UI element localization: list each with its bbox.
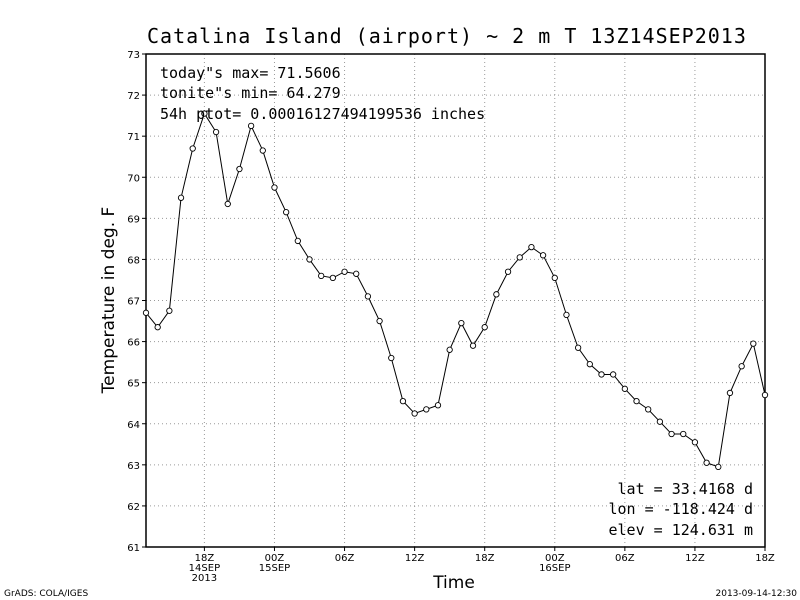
data-point [528, 243, 535, 251]
x-tick-label: 06Z [615, 553, 635, 564]
y-axis-ticks: 61 62 63 64 65 66 67 68 69 70 71 72 73 [127, 50, 146, 554]
annotation-elev: elev = 124.631 m [609, 521, 754, 539]
x-tick-label: 06Z [335, 553, 355, 564]
data-point [294, 237, 301, 245]
data-point [224, 200, 231, 208]
data-point [481, 324, 488, 331]
data-point [493, 291, 500, 298]
y-tick-label: 62 [127, 502, 140, 513]
x-tick-label: 15SEP [259, 563, 290, 574]
annotation-lon: lon = -118.424 d [609, 500, 754, 518]
data-point [177, 194, 185, 201]
x-tick-label: 18Z [195, 553, 215, 564]
data-point [423, 406, 430, 413]
y-tick-label: 63 [127, 461, 140, 472]
chart-title: Catalina Island (airport) ~ 2 m T 13Z14S… [147, 24, 747, 48]
x-tick-label: 18Z [755, 553, 775, 564]
data-point [434, 402, 442, 409]
data-point [259, 147, 266, 154]
y-tick-label: 71 [127, 132, 140, 143]
data-point [329, 274, 337, 282]
data-point [399, 398, 407, 405]
data-point [633, 398, 640, 405]
footer-left: GrADS: COLA/IGES [4, 589, 88, 599]
data-point [504, 268, 512, 275]
data-point [212, 128, 220, 136]
y-tick-label: 67 [127, 297, 140, 308]
x-tick-label: 00Z [545, 553, 565, 564]
x-tick-label: 12Z [685, 553, 705, 564]
data-point [283, 209, 290, 216]
data-point [586, 361, 593, 368]
y-axis-label: Temperature in deg. F [99, 207, 119, 395]
data-point [621, 385, 628, 392]
plot-frame [145, 53, 766, 548]
y-tick-label: 72 [127, 91, 140, 102]
data-point [726, 389, 734, 397]
x-tick-label: 2013 [192, 573, 217, 584]
data-point [236, 165, 243, 173]
x-tick-label: 18Z [475, 553, 495, 564]
y-tick-label: 73 [127, 50, 140, 61]
y-tick-label: 70 [127, 173, 140, 184]
data-point [761, 391, 769, 399]
data-point [738, 363, 745, 370]
x-tick-label: 12Z [405, 553, 425, 564]
x-axis-label: Time [432, 573, 475, 593]
data-point [201, 110, 208, 117]
data-point [306, 256, 313, 263]
data-point [750, 340, 757, 347]
data-point [551, 274, 558, 282]
data-point [318, 272, 325, 279]
y-tick-label: 66 [127, 338, 140, 349]
annotation-lat: lat = 33.4168 d [618, 480, 753, 498]
data-point [154, 324, 161, 331]
data-point [271, 184, 278, 191]
series-group [142, 110, 769, 471]
data-point [376, 317, 383, 325]
data-point [680, 430, 687, 438]
data-point [341, 268, 348, 275]
data-point [715, 463, 722, 471]
data-point [645, 406, 652, 413]
y-tick-label: 68 [127, 255, 140, 266]
data-point [388, 354, 395, 362]
data-point [668, 430, 675, 438]
data-point [703, 459, 710, 466]
x-tick-label: 00Z [265, 553, 285, 564]
y-tick-label: 65 [127, 379, 140, 390]
annotation-min: tonite"s min= 64.279 [160, 84, 341, 102]
data-point [574, 344, 582, 351]
data-point [458, 319, 465, 327]
data-point [166, 307, 173, 314]
data-point [364, 293, 372, 300]
y-tick-label: 64 [127, 420, 140, 431]
data-point [691, 439, 699, 446]
annotation-max: today"s max= 71.5606 [160, 64, 341, 82]
data-point [516, 254, 523, 261]
data-point [469, 342, 477, 349]
data-point [189, 145, 196, 152]
x-tick-label: 14SEP [189, 563, 220, 574]
data-point [656, 418, 664, 425]
footer-right: 2013-09-14-12:30 [716, 589, 798, 599]
annotation-ptot: 54h ptot= 0.00016127494199536 inches [160, 105, 485, 123]
data-point [539, 252, 547, 259]
data-point [142, 309, 150, 316]
x-tick-label: 16SEP [539, 563, 570, 574]
data-point [247, 122, 255, 130]
data-point [563, 311, 570, 319]
y-tick-label: 69 [127, 214, 140, 225]
data-point [411, 410, 418, 417]
data-point [610, 371, 617, 378]
y-tick-label: 61 [127, 543, 140, 554]
data-point [353, 270, 360, 277]
data-point [446, 346, 453, 353]
data-point [598, 371, 605, 378]
